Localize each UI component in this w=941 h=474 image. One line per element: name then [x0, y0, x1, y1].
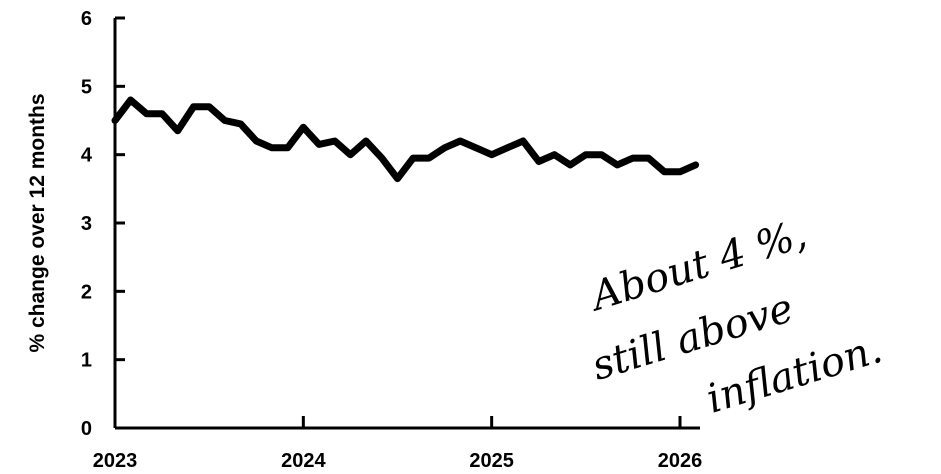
y-tick-label: 4: [81, 145, 93, 167]
y-tick-label: 0: [81, 418, 92, 440]
series-line: [111, 96, 700, 183]
x-tick-label: 2026: [658, 450, 703, 472]
y-tick-label: 1: [81, 350, 92, 372]
y-tick-label: 5: [81, 76, 92, 98]
x-tick-label: 2025: [469, 450, 514, 472]
y-tick-label: 6: [81, 8, 92, 30]
y-tick-group: 0 1 2 3 4 5 6: [81, 8, 125, 440]
y-tick-label: 2: [81, 281, 92, 303]
y-tick-label: 3: [81, 213, 92, 235]
x-tick-label: 2023: [93, 450, 138, 472]
y-axis-title: % change over 12 months: [26, 93, 49, 352]
x-tick-label: 2024: [281, 450, 326, 472]
x-tick-group: 2023 2024 2025 2026: [93, 416, 703, 472]
handwritten-note: About 4 %, still above inflation.: [582, 211, 887, 423]
